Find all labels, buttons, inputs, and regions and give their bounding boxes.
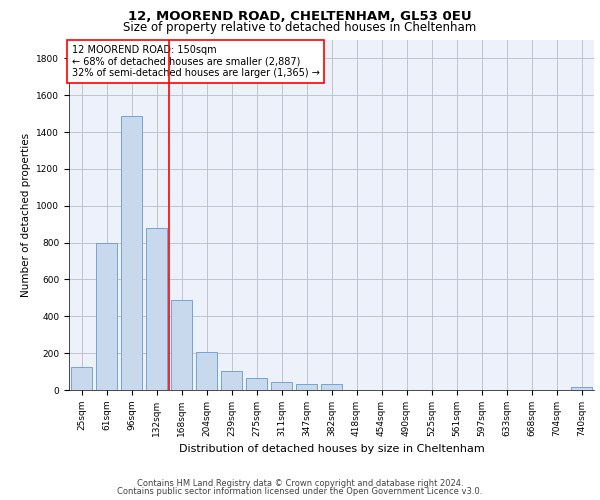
Text: Contains HM Land Registry data © Crown copyright and database right 2024.: Contains HM Land Registry data © Crown c…	[137, 478, 463, 488]
Bar	[196, 352, 217, 390]
Bar	[571, 386, 592, 390]
Bar	[171, 300, 192, 390]
Bar	[121, 116, 142, 390]
Bar	[296, 384, 317, 390]
Text: Size of property relative to detached houses in Cheltenham: Size of property relative to detached ho…	[124, 22, 476, 35]
Bar	[146, 228, 167, 390]
Bar	[221, 370, 242, 390]
Bar	[71, 367, 92, 390]
Bar	[96, 242, 117, 390]
Bar	[246, 378, 267, 390]
Text: 12, MOOREND ROAD, CHELTENHAM, GL53 0EU: 12, MOOREND ROAD, CHELTENHAM, GL53 0EU	[128, 10, 472, 23]
Bar	[271, 382, 292, 390]
X-axis label: Distribution of detached houses by size in Cheltenham: Distribution of detached houses by size …	[179, 444, 484, 454]
Y-axis label: Number of detached properties: Number of detached properties	[21, 133, 31, 297]
Text: 12 MOOREND ROAD: 150sqm
← 68% of detached houses are smaller (2,887)
32% of semi: 12 MOOREND ROAD: 150sqm ← 68% of detache…	[71, 46, 320, 78]
Text: Contains public sector information licensed under the Open Government Licence v3: Contains public sector information licen…	[118, 487, 482, 496]
Bar	[321, 384, 342, 390]
